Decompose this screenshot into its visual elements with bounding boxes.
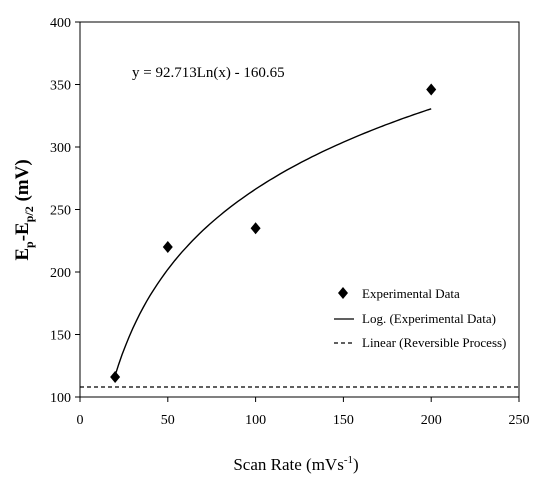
y-axis-label-e1: E: [12, 248, 33, 261]
x-axis-ticks: 0 50 100 150 200 250: [77, 397, 530, 428]
x-axis-label-tail: ): [353, 455, 359, 474]
legend-label-experimental: Experimental Data: [362, 286, 460, 301]
x-tick-label: 0: [77, 413, 84, 428]
x-tick-label: 50: [161, 413, 175, 428]
y-tick-label: 200: [50, 266, 71, 281]
y-axis-label-mid: -E: [12, 222, 33, 241]
x-tick-label: 250: [509, 413, 530, 428]
plot-area: [79, 21, 520, 398]
data-point: [426, 83, 437, 96]
x-axis-label-sup: -1: [344, 454, 353, 466]
x-axis-label: Scan Rate (mVs-1): [233, 454, 358, 474]
y-tick-label: 350: [50, 79, 71, 94]
legend-label-linear: Linear (Reversible Process): [362, 335, 506, 350]
log-fit-curve: [114, 108, 432, 376]
data-point: [110, 371, 121, 383]
legend-diamond-marker: [338, 287, 348, 299]
fit-equation: y = 92.713Ln(x) - 160.65: [132, 65, 285, 81]
x-tick-label: 100: [245, 413, 266, 428]
legend: Experimental Data Log. (Experimental Dat…: [334, 286, 506, 350]
y-axis-label: Ep-Ep/2 (mV): [12, 159, 36, 260]
y-tick-label: 400: [50, 16, 71, 31]
y-axis-label-tail: (mV): [12, 159, 33, 206]
y-tick-label: 250: [50, 204, 71, 219]
x-axis-label-main: Scan Rate (mVs: [233, 455, 343, 474]
legend-label-log-fit: Log. (Experimental Data): [362, 311, 496, 326]
y-axis-ticks: 100 150 200 250 300 350 400: [50, 16, 80, 406]
x-tick-label: 150: [333, 413, 354, 428]
y-axis-label-sub1: p: [22, 241, 36, 248]
y-tick-label: 100: [50, 391, 71, 406]
y-tick-label: 300: [50, 141, 71, 156]
y-tick-label: 150: [50, 329, 71, 344]
y-axis-label-sub2: p/2: [22, 206, 36, 222]
x-tick-label: 200: [421, 413, 442, 428]
data-point: [162, 241, 173, 253]
data-point: [250, 222, 261, 235]
data-series: [80, 83, 519, 388]
